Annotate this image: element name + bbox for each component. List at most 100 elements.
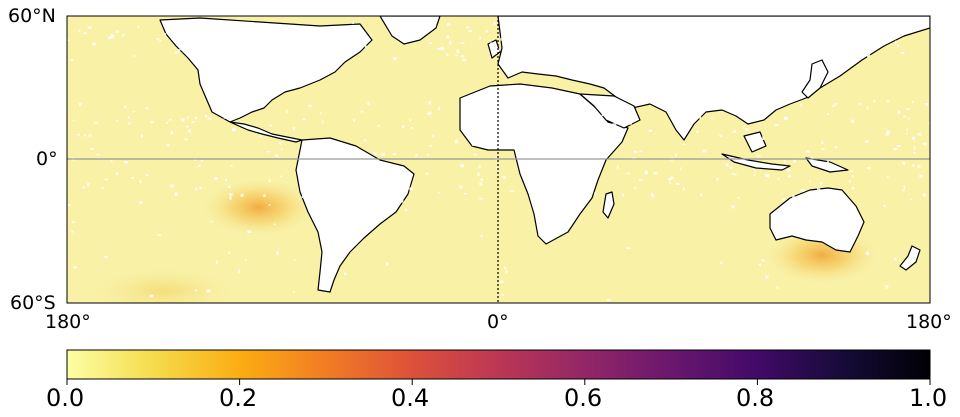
data-gap-speck xyxy=(680,167,682,171)
data-gap-speck xyxy=(485,110,488,114)
data-gap-speck xyxy=(597,37,601,41)
data-gap-speck xyxy=(92,42,96,46)
data-gap-speck xyxy=(699,39,702,43)
data-gap-speck xyxy=(849,170,854,173)
data-gap-speck xyxy=(229,193,233,196)
data-gap-speck xyxy=(726,163,729,167)
land-new-zealand xyxy=(899,245,921,271)
data-gap-speck xyxy=(783,27,786,30)
data-gap-speck xyxy=(507,141,511,145)
data-gap-speck xyxy=(122,34,125,37)
data-gap-speck xyxy=(651,192,654,196)
data-gap-speck xyxy=(426,154,429,156)
data-gap-speck xyxy=(133,55,136,57)
data-gap-speck xyxy=(110,160,113,163)
data-gap-speck xyxy=(399,199,404,203)
colorbar-tick-label: 0.4 xyxy=(391,384,430,412)
data-gap-speck xyxy=(293,291,295,294)
land-madagascar xyxy=(602,191,615,219)
data-gap-speck xyxy=(886,130,890,134)
data-gap-speck xyxy=(499,280,504,283)
data-gap-speck xyxy=(601,114,604,117)
data-gap-speck xyxy=(891,33,894,36)
data-gap-speck xyxy=(493,22,496,25)
data-gap-speck xyxy=(446,35,450,39)
data-gap-speck xyxy=(560,156,563,159)
data-gap-speck xyxy=(894,258,897,261)
data-gap-speck xyxy=(276,40,280,43)
data-gap-speck xyxy=(639,150,643,153)
data-gap-speck xyxy=(463,123,466,126)
data-gap-speck xyxy=(488,129,491,133)
data-gap-speck xyxy=(326,232,331,235)
data-gap-speck xyxy=(460,164,464,168)
data-gap-speck xyxy=(834,103,837,106)
data-gap-speck xyxy=(204,115,208,117)
data-gap-speck xyxy=(82,186,86,189)
data-gap-speck xyxy=(300,50,304,55)
data-gap-speck xyxy=(923,193,926,197)
data-gap-speck xyxy=(613,35,618,38)
data-gap-speck xyxy=(244,259,247,261)
data-gap-speck xyxy=(635,26,639,28)
data-gap-speck xyxy=(166,122,168,124)
data-gap-speck xyxy=(636,54,639,58)
data-gap-speck xyxy=(70,59,74,62)
data-gap-speck xyxy=(784,160,786,163)
data-gap-speck xyxy=(782,198,786,201)
data-gap-speck xyxy=(473,153,477,156)
data-gap-speck xyxy=(145,107,149,110)
data-gap-speck xyxy=(774,124,779,127)
data-gap-speck xyxy=(184,29,187,31)
data-gap-speck xyxy=(170,184,174,188)
data-gap-speck xyxy=(479,197,484,200)
data-gap-speck xyxy=(850,119,855,123)
data-gap-speck xyxy=(437,48,441,50)
data-gap-speck xyxy=(96,153,100,156)
data-gap-speck xyxy=(304,193,308,197)
lon-label-east: 180° xyxy=(906,311,952,333)
data-gap-speck xyxy=(733,130,737,133)
data-gap-speck xyxy=(116,172,119,175)
data-gap-speck xyxy=(438,106,440,110)
data-gap-speck xyxy=(463,192,467,195)
data-gap-speck xyxy=(849,180,851,183)
data-gap-speck xyxy=(280,175,282,177)
data-gap-speck xyxy=(446,23,451,26)
data-gap-speck xyxy=(800,103,802,107)
data-gap-speck xyxy=(103,255,108,258)
data-gap-speck xyxy=(523,126,527,129)
colorbar-tick-label: 0.6 xyxy=(564,384,603,412)
data-gap-speck xyxy=(653,172,658,175)
data-gap-speck xyxy=(832,57,835,62)
data-gap-speck xyxy=(572,103,576,107)
data-gap-speck xyxy=(620,110,623,114)
data-gap-speck xyxy=(651,194,655,198)
data-gap-speck xyxy=(352,21,354,25)
data-gap-speck xyxy=(510,190,514,192)
data-gap-speck xyxy=(605,23,608,26)
data-gap-speck xyxy=(699,116,702,120)
data-gap-speck xyxy=(262,42,266,45)
data-gap-speck xyxy=(685,45,688,48)
data-gap-speck xyxy=(232,127,236,132)
data-gap-speck xyxy=(485,30,488,33)
colorbar xyxy=(66,349,931,380)
data-gap-speck xyxy=(505,269,508,274)
data-gap-speck xyxy=(544,193,548,197)
data-gap-speck xyxy=(466,26,469,29)
data-gap-speck xyxy=(73,266,77,269)
data-gap-speck xyxy=(429,145,432,147)
data-gap-speck xyxy=(321,59,323,62)
data-gap-speck xyxy=(462,58,467,61)
data-gap-speck xyxy=(545,177,548,180)
data-gap-speck xyxy=(454,139,459,144)
data-gap-speck xyxy=(867,167,871,170)
data-gap-speck xyxy=(385,262,389,266)
data-gap-specks xyxy=(67,20,930,302)
data-gap-speck xyxy=(268,179,271,183)
data-gap-speck xyxy=(478,165,482,168)
data-gap-speck xyxy=(787,168,791,172)
data-gap-speck xyxy=(587,36,591,39)
